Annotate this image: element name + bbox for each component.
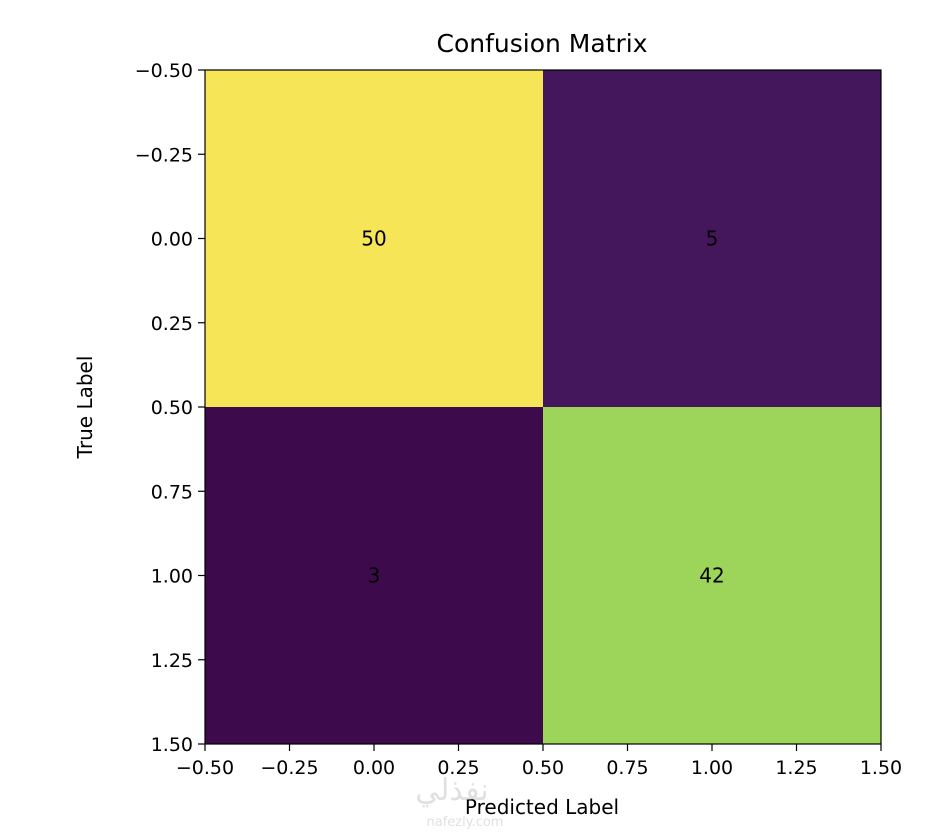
y-tick-label: 0.25 (151, 313, 193, 335)
y-axis-label: True Label (73, 356, 97, 460)
heatmap-cell-r0-c0 (205, 70, 543, 407)
watermark: نفذلي nafezly.com (415, 773, 503, 830)
chart-title: Confusion Matrix (436, 29, 647, 58)
x-tick-label: 0.50 (522, 757, 564, 779)
cell-value-label-r1-c0: 3 (368, 564, 381, 588)
y-tick-label: 1.00 (151, 566, 193, 588)
x-axis-ticks: −0.50 −0.25 0.00 0.25 0.50 0.75 1.00 1.25 1.50 (176, 744, 902, 779)
cell-value-label-r0-c1: 5 (706, 227, 719, 251)
y-tick-label: 1.25 (151, 650, 193, 672)
y-axis-ticks: −0.50 −0.25 0.00 0.25 0.50 0.75 1.00 1.25 1.50 (135, 60, 205, 756)
heatmap-cell-r1-c0 (205, 407, 543, 744)
x-tick-label: 1.25 (775, 757, 817, 779)
x-tick-label: 1.00 (691, 757, 733, 779)
heatmap-cell-r1-c1 (543, 407, 881, 744)
y-tick-label: 0.75 (151, 481, 193, 503)
heatmap-cells (205, 70, 881, 744)
watermark-url: nafezly.com (427, 815, 504, 830)
x-axis-label: Predicted Label (465, 795, 619, 819)
watermark-arabic: نفذلي (415, 773, 488, 808)
x-tick-label: 1.50 (860, 757, 902, 779)
y-tick-label: 0.00 (151, 229, 193, 251)
y-tick-label: −0.25 (135, 144, 193, 166)
heatmap-cell-r0-c1 (543, 70, 881, 407)
y-tick-label: −0.50 (135, 60, 193, 82)
cell-value-label-r0-c0: 50 (361, 227, 386, 251)
cell-value-labels: 50 5 3 42 (361, 227, 724, 588)
x-tick-label: 0.00 (353, 757, 395, 779)
x-tick-label: 0.25 (437, 757, 479, 779)
y-tick-label: 0.50 (151, 397, 193, 419)
y-tick-label: 1.50 (151, 734, 193, 756)
x-tick-label: −0.25 (260, 757, 318, 779)
cell-value-label-r1-c1: 42 (699, 564, 724, 588)
x-tick-label: −0.50 (176, 757, 234, 779)
x-tick-label: 0.75 (606, 757, 648, 779)
